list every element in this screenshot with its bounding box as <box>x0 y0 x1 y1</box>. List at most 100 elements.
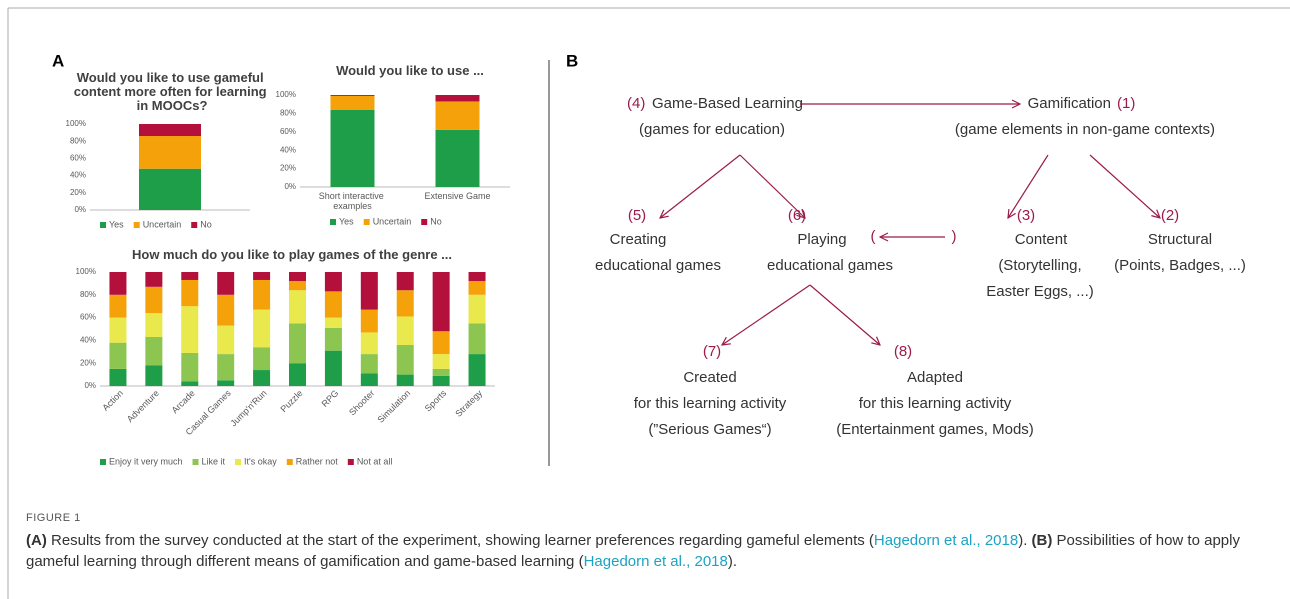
bar-segment <box>330 95 375 110</box>
arrow <box>809 284 880 345</box>
node-label: (Points, Badges, ...) <box>1114 257 1246 274</box>
legend-label: Uncertain <box>143 219 182 229</box>
node-number: (2) <box>1161 207 1179 224</box>
bar-segment <box>435 95 480 102</box>
bar-segment <box>432 375 450 386</box>
node-label: (game elements in non-game contexts) <box>955 121 1215 138</box>
y-tick-label: 60% <box>280 127 296 136</box>
x-tick-label: Puzzle <box>278 388 304 414</box>
y-tick-label: 40% <box>80 336 96 345</box>
x-tick-label: Jump'n'Run <box>228 388 268 428</box>
bar-segment <box>145 336 163 366</box>
node-label: Easter Eggs, ...) <box>986 283 1094 300</box>
node-label: Created <box>683 369 736 386</box>
bar-segment <box>145 286 163 314</box>
arrow <box>739 154 805 218</box>
bar-segment <box>396 316 414 345</box>
bar-segment <box>432 354 450 369</box>
bar-segment <box>253 370 271 386</box>
node-label: educational games <box>595 257 721 274</box>
bar-segment <box>330 109 375 187</box>
legend-swatch <box>100 222 106 228</box>
legend-swatch <box>363 219 370 225</box>
node-label: Creating <box>610 231 667 248</box>
y-tick-label: 80% <box>80 290 96 299</box>
legend-label: Yes <box>339 216 354 226</box>
bar-segment <box>360 272 378 310</box>
node-number: (8) <box>894 343 912 360</box>
y-tick-label: 20% <box>70 188 86 197</box>
bar-segment <box>217 354 235 381</box>
node-label: Adapted <box>907 369 963 386</box>
caption-part: Possibilities of how to apply gameful le… <box>26 532 1240 570</box>
bar-segment <box>217 272 235 295</box>
x-tick-label: Action <box>100 388 125 413</box>
y-tick-label: 80% <box>70 136 86 145</box>
bar-segment <box>468 294 486 324</box>
node-number: (1) <box>1117 95 1135 112</box>
node-number: (3) <box>1017 207 1035 224</box>
y-tick-label: 0% <box>284 182 296 191</box>
y-tick-label: 100% <box>76 267 96 276</box>
caption-text: (A) Results from the survey conducted at… <box>26 530 1266 572</box>
y-tick-label: 100% <box>276 90 296 99</box>
legend-label: Like it <box>202 456 226 466</box>
x-tick-label: Simulation <box>376 388 413 425</box>
bar-segment <box>324 317 342 328</box>
bar-segment <box>217 380 235 386</box>
chart-title: Would you like to use gameful content mo… <box>74 70 270 113</box>
bar-segment <box>468 354 486 386</box>
legend-label: Rather not <box>296 456 339 466</box>
bar-segment <box>396 272 414 291</box>
bar-segment <box>109 342 127 369</box>
y-tick-label: 60% <box>80 313 96 322</box>
bar-segment <box>181 279 199 307</box>
bar-segment <box>432 272 450 332</box>
node-label: (Entertainment games, Mods) <box>836 421 1034 438</box>
bar-segment <box>139 124 201 137</box>
y-tick-label: 40% <box>70 171 86 180</box>
caption-part: ). <box>727 553 738 570</box>
arrow <box>1089 154 1160 218</box>
citation[interactable]: Hagedorn et al., 2018 <box>583 553 728 570</box>
bar-segment <box>396 374 414 386</box>
bar-segment <box>145 313 163 337</box>
bar-segment <box>289 272 306 282</box>
bar-segment <box>145 272 163 287</box>
y-tick-label: 0% <box>74 205 86 214</box>
bar-segment <box>435 129 480 187</box>
node-number: (7) <box>703 343 721 360</box>
x-tick-label: Strategy <box>453 388 484 419</box>
node-label: for this learning activity <box>634 395 787 412</box>
node-label: Structural <box>1148 231 1212 248</box>
bar-segment <box>109 368 127 386</box>
y-tick-label: 0% <box>84 381 96 390</box>
bar-segment <box>181 306 199 353</box>
node-label: Game-Based Learning <box>652 95 803 112</box>
panel-label: A <box>52 51 64 70</box>
legend-swatch <box>347 459 354 465</box>
chart-title: How much do you like to play games of th… <box>132 247 452 262</box>
x-tick-label: RPG <box>320 388 341 409</box>
citation[interactable]: Hagedorn et al., 2018 <box>873 532 1019 549</box>
chart-title: Would you like to use ... <box>336 63 484 78</box>
bar-segment <box>360 373 378 386</box>
bar-segment <box>253 347 271 371</box>
caption-part: Results from the survey conducted at the… <box>46 532 874 549</box>
legend-label: No <box>430 216 442 226</box>
bar-segment <box>181 272 199 280</box>
legend-label: It's okay <box>244 456 277 466</box>
bar-segment <box>289 290 306 324</box>
bar-segment <box>109 294 127 318</box>
bar-segment <box>289 323 306 364</box>
legend-label: Not at all <box>357 456 393 466</box>
bar-segment <box>217 325 235 355</box>
node-label: (Storytelling, <box>998 257 1081 274</box>
legend-swatch <box>235 459 242 465</box>
bar-segment <box>330 95 375 96</box>
y-tick-label: 20% <box>280 164 296 173</box>
bar-segment <box>396 344 414 375</box>
y-tick-label: 100% <box>66 119 86 128</box>
legend-label: Yes <box>109 219 124 229</box>
